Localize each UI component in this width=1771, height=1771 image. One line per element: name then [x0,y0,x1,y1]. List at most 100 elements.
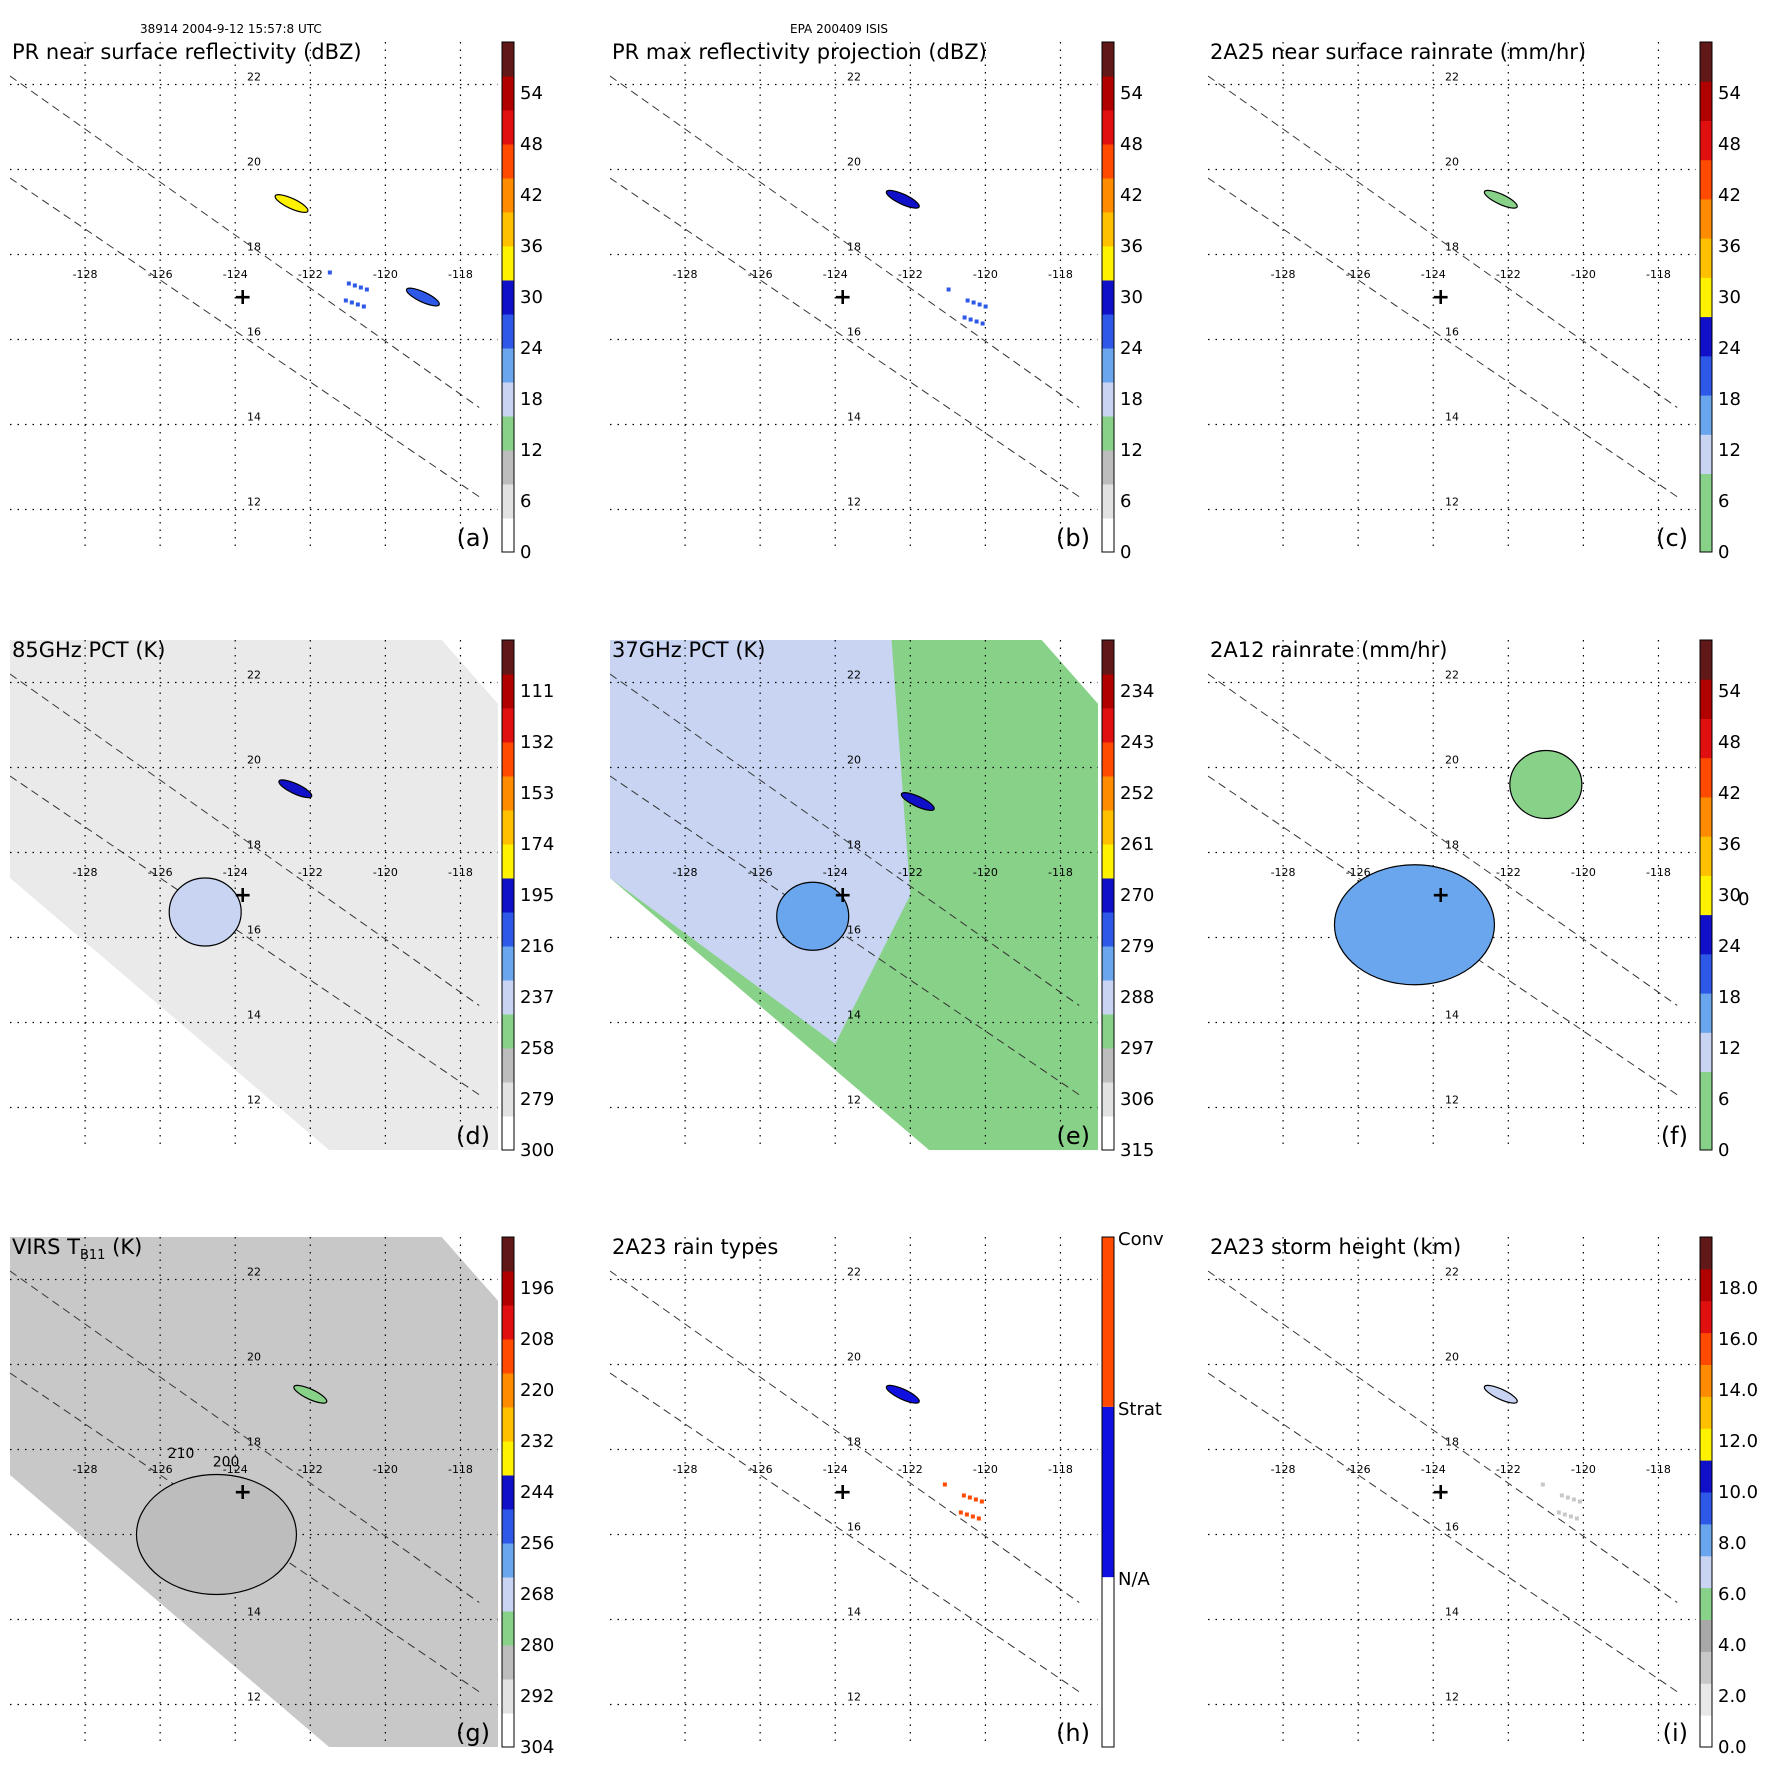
panel-e: -128 -126 -124 -122 -120 -118121416182022+37G… [610,638,1154,1161]
storm-center-marker: + [234,285,252,310]
colorbar-segment [502,1407,514,1442]
lat-tick-label: 16 [847,924,861,937]
lon-tick-label: -120 [1571,268,1596,281]
data-blob [900,792,935,811]
lon-tick-label: -120 [973,1463,998,1476]
colorbar-label: 18 [1718,389,1741,410]
colorbar-label: 12 [1718,440,1741,461]
lon-tick-label: -120 [1571,866,1596,879]
lat-tick-label: 12 [847,1691,861,1704]
storm-center-marker: + [834,1480,852,1505]
colorbar-segment [502,1679,514,1714]
data-blob [293,1384,328,1404]
panel-i: -128 -126 -124 -122 -120 -118121416182022+2A2… [1208,1235,1758,1758]
panel-title-subscript: B11 [80,1248,105,1263]
colorbar-segment [502,878,514,913]
colorbar-label: 232 [520,1431,554,1452]
swath-edge-line [1208,177,1678,498]
colorbar-segment [1102,1116,1114,1151]
colorbar-segment [1700,395,1712,435]
panel-label: (a) [457,524,490,552]
colorbar-segment [1102,1577,1114,1747]
lon-tick-label: -124 [823,866,848,879]
lon-tick-label: -118 [1646,268,1671,281]
lat-tick-label: 14 [1445,1606,1459,1619]
colorbar-segment [502,314,514,349]
lat-tick-label: 20 [847,156,861,169]
colorbar-segment [1102,1014,1114,1049]
colorbar-segment [502,450,514,485]
colorbar-segment [502,946,514,981]
lon-tick-label: -124 [223,1463,248,1476]
storm-center-marker: + [1432,883,1450,908]
data-cell [980,321,985,326]
colorbar-segment [1700,875,1712,916]
colorbar-label: 132 [520,732,554,753]
lon-tick-label: -128 [73,866,98,879]
colorbar-label: 30 [1718,885,1741,906]
lat-tick-label: 14 [247,1009,261,1022]
lat-tick-label: 20 [847,754,861,767]
lat-tick-label: 16 [247,326,261,339]
lat-tick-label: 20 [1445,754,1459,767]
colorbar-segment [1700,159,1712,200]
colorbar-segment [502,1048,514,1083]
colorbar-segment [1102,810,1114,845]
lon-tick-label: -126 [1346,268,1371,281]
colorbar-label: 30 [520,287,543,308]
colorbar-segment [502,640,514,675]
lon-tick-label: -122 [898,268,923,281]
data-cell [961,1493,966,1498]
data-cell [964,1512,969,1517]
colorbar-segment [502,246,514,281]
colorbar-segment [1700,1651,1712,1684]
colorbar-label: 48 [1120,134,1143,155]
colorbar-segment [1102,76,1114,111]
colorbar-segment [1700,316,1712,357]
colorbar-segment [1102,980,1114,1015]
lon-tick-label: -124 [223,268,248,281]
colorbar-label: 6 [1120,491,1131,512]
lon-tick-label: -120 [973,268,998,281]
lon-tick-label: -122 [298,866,323,879]
colorbar-segment [502,776,514,811]
swath-edge-line [610,775,1080,1096]
colorbar-segment [502,1373,514,1408]
colorbar-frame [501,639,515,1151]
lon-tick-label: -122 [298,1463,323,1476]
contour-label: 0 [1738,889,1749,910]
lon-tick-label: -118 [1048,1463,1073,1476]
colorbar-segment [1102,450,1114,485]
colorbar-frame [1101,41,1115,553]
colorbar-segment [1700,1071,1712,1112]
colorbar-label: 0 [1120,542,1131,563]
lon-tick-label: -118 [448,866,473,879]
colorbar-segment [502,1577,514,1612]
colorbar-label: 111 [520,681,554,702]
lat-tick-label: 12 [1445,1094,1459,1107]
colorbar-segment [1700,1332,1712,1365]
colorbar-label: 12 [520,440,543,461]
panel-a: -128 -126 -124 -122 -120 -118 12 14 16 18 20 22 + PR … [10,40,543,563]
data-cell [983,304,988,309]
lat-tick-label: 16 [847,326,861,339]
lat-tick-label: 22 [247,1266,261,1279]
panel-d: -128 -126 -124 -122 -120 -118121416182022+85G… [10,638,554,1161]
colorbar-label: 288 [1120,987,1154,1008]
lon-tick-label: -118 [1646,1463,1671,1476]
data-blob [405,287,440,307]
data-cell [962,315,967,320]
data-cell [343,298,348,303]
data-cell [958,1510,963,1515]
colorbar-segment [1700,277,1712,318]
colorbar-label: N/A [1118,1569,1151,1590]
panel-title: VIRS TB11 (K) [12,1235,142,1263]
lon-tick-label: -126 [148,866,173,879]
lat-tick-label: 14 [847,1606,861,1619]
data-blob [1333,864,1496,986]
colorbar-label: 0 [1718,1140,1729,1161]
colorbar-label: 8.0 [1718,1533,1747,1554]
lat-tick-label: 14 [847,411,861,424]
panel-label: (d) [456,1122,490,1150]
colorbar-segment [502,518,514,553]
